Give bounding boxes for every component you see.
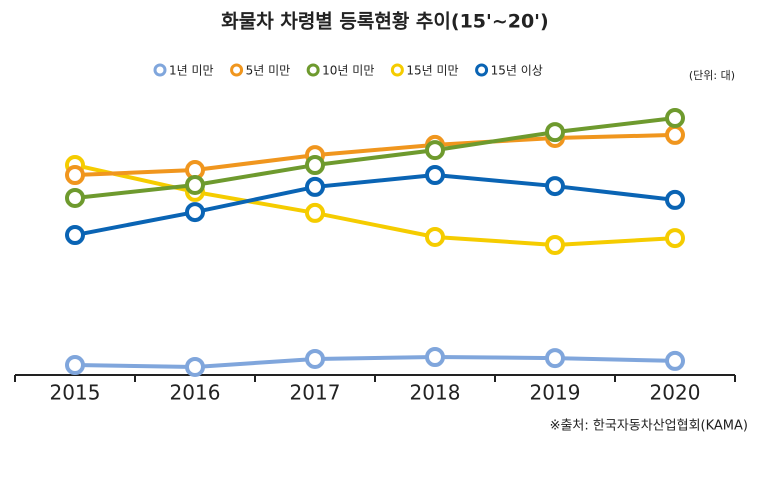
data-point: [65, 355, 85, 376]
data-point: [545, 176, 565, 197]
legend-marker: [230, 63, 244, 77]
legend-marker: [306, 63, 320, 77]
data-point: [665, 189, 685, 210]
series-line: [74, 116, 676, 200]
legend-marker: [153, 63, 167, 77]
data-point: [65, 225, 85, 246]
data-point: [545, 348, 565, 369]
legend-label: 10년 미만: [322, 64, 374, 78]
series-line: [74, 173, 676, 237]
data-point: [305, 155, 325, 176]
legend-marker: [390, 63, 404, 77]
x-tick-label: 2016: [170, 381, 221, 405]
data-point: [305, 202, 325, 223]
unit-label: (단위: 대): [689, 69, 735, 82]
data-point: [65, 187, 85, 208]
x-tick-label: 2018: [410, 381, 461, 405]
series-line: [74, 163, 676, 248]
x-tick-label: 2017: [290, 381, 341, 405]
chart-title: 화물차 차령별 등록현황 추이(15'~20'): [221, 10, 548, 33]
data-point: [305, 176, 325, 197]
data-point: [185, 356, 205, 377]
data-point: [665, 350, 685, 371]
data-point: [185, 174, 205, 195]
data-point: [185, 202, 205, 223]
data-point: [425, 347, 445, 368]
series-line: [74, 355, 676, 369]
data-point: [545, 235, 565, 255]
source-note: ※출처: 한국자동차산업협회(KAMA): [550, 419, 748, 434]
data-point: [425, 140, 445, 161]
data-point: [305, 348, 325, 369]
data-point: [425, 226, 445, 247]
data-point: [545, 122, 565, 143]
data-point: [65, 165, 85, 186]
data-point: [425, 165, 445, 186]
x-tick-label: 2015: [50, 381, 101, 405]
legend-label: 15년 이상: [491, 64, 543, 78]
x-tick-label: 2020: [650, 381, 701, 405]
data-point: [665, 228, 685, 249]
series-line: [74, 132, 676, 178]
legend-marker: [475, 63, 489, 77]
data-point: [665, 108, 685, 129]
legend-label: 5년 미만: [246, 64, 291, 78]
legend-label: 15년 미만: [406, 64, 458, 78]
legend-label: 1년 미만: [169, 64, 214, 78]
data-point: [665, 124, 685, 145]
x-tick-label: 2019: [530, 381, 581, 405]
